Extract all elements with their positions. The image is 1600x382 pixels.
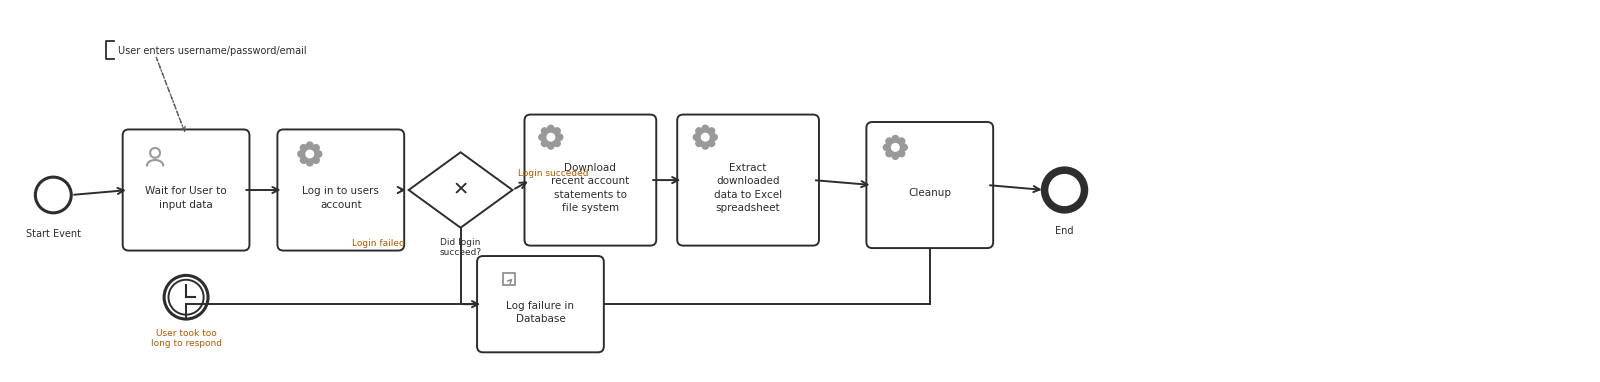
Circle shape [307,142,314,149]
FancyBboxPatch shape [677,115,819,246]
Text: Log in to users
account: Log in to users account [302,186,379,210]
Circle shape [306,150,314,158]
Circle shape [693,134,699,140]
Circle shape [696,128,702,134]
Circle shape [901,144,907,151]
Circle shape [893,153,899,159]
Circle shape [554,140,560,147]
Circle shape [886,138,893,144]
Circle shape [891,144,899,151]
Circle shape [898,151,904,157]
Circle shape [314,145,320,151]
Polygon shape [408,152,512,228]
Circle shape [886,151,893,157]
Circle shape [698,130,712,145]
Circle shape [554,128,560,134]
Circle shape [701,133,709,141]
Circle shape [301,157,307,163]
Circle shape [547,125,554,132]
Text: Extract
downloaded
data to Excel
spreadsheet: Extract downloaded data to Excel spreads… [714,163,782,213]
Text: User enters username/password/email: User enters username/password/email [118,46,307,56]
Circle shape [301,145,307,151]
FancyBboxPatch shape [502,273,515,285]
Text: Login succeded: Login succeded [518,169,589,178]
Text: Log failure in
Database: Log failure in Database [507,301,574,324]
Text: ✕: ✕ [453,181,469,199]
Circle shape [307,160,314,166]
Circle shape [541,128,547,134]
FancyBboxPatch shape [477,256,603,352]
Circle shape [702,143,709,149]
Circle shape [547,133,555,141]
Circle shape [302,147,317,162]
Circle shape [315,151,322,157]
Circle shape [888,140,902,155]
Text: User took too
long to respond: User took too long to respond [150,329,221,348]
Circle shape [898,138,904,144]
Text: Start Event: Start Event [26,229,80,239]
Circle shape [696,140,702,147]
Text: Did login
succeed?: Did login succeed? [440,238,482,257]
Circle shape [547,143,554,149]
Circle shape [709,140,715,147]
FancyBboxPatch shape [525,115,656,246]
FancyBboxPatch shape [277,129,405,251]
Circle shape [541,140,547,147]
Circle shape [544,130,558,145]
Text: Download
recent account
statements to
file system: Download recent account statements to fi… [552,163,629,213]
Circle shape [298,151,304,157]
Circle shape [883,144,890,151]
Circle shape [314,157,320,163]
Circle shape [702,125,709,132]
FancyBboxPatch shape [123,129,250,251]
Circle shape [539,134,546,140]
Circle shape [893,136,899,142]
Text: Cleanup: Cleanup [909,188,952,198]
Text: Login failed: Login failed [352,239,405,248]
Circle shape [557,134,563,140]
Text: Wait for User to
input data: Wait for User to input data [146,186,227,210]
Circle shape [710,134,717,140]
FancyBboxPatch shape [866,122,994,248]
Text: End: End [1056,226,1074,236]
Circle shape [709,128,715,134]
